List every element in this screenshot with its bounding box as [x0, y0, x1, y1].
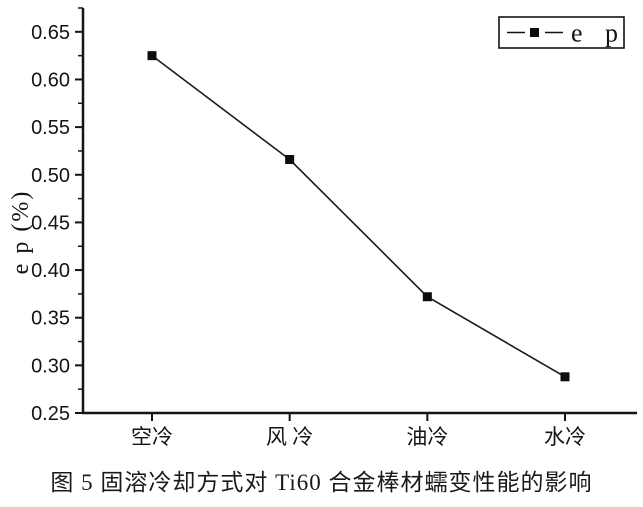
figure-caption: 图 5 固溶冷却方式对 Ti60 合金棒材蠕变性能的影响 — [50, 470, 593, 495]
chart-background — [0, 0, 643, 455]
legend-marker — [530, 28, 539, 37]
x-axis-tick-label: 油冷 — [406, 425, 448, 449]
legend: e p — [498, 16, 626, 49]
y-axis-tick-label: 0.50 — [31, 165, 70, 187]
x-axis-tick-label: 风 冷 — [266, 425, 313, 449]
y-axis-title: e p (%) — [8, 190, 34, 275]
y-axis-tick-label: 0.55 — [31, 117, 70, 139]
y-axis-tick-label: 0.30 — [31, 355, 70, 377]
x-axis-tick-label: 水冷 — [544, 425, 586, 449]
y-axis-tick-label: 0.45 — [31, 212, 70, 234]
y-axis-tick-label: 0.40 — [31, 260, 70, 282]
y-axis-tick-label: 0.60 — [31, 69, 70, 91]
y-axis-tick-label: 0.35 — [31, 308, 70, 330]
data-point-marker — [147, 51, 157, 61]
data-point-marker — [560, 372, 570, 382]
line-chart: 0.25 0.30 0.35 0.40 0.45 0.50 0.55 0.60 0.65 空冷 风 … — [0, 0, 643, 455]
data-point-marker — [422, 292, 432, 302]
data-line — [151, 55, 566, 378]
data-point-marker — [285, 155, 295, 165]
y-axis-tick-label: 0.65 — [31, 22, 70, 44]
legend-label: e p — [571, 19, 626, 48]
y-axis-tick-label: 0.25 — [31, 403, 70, 425]
x-axis-tick-label: 空冷 — [131, 425, 173, 449]
